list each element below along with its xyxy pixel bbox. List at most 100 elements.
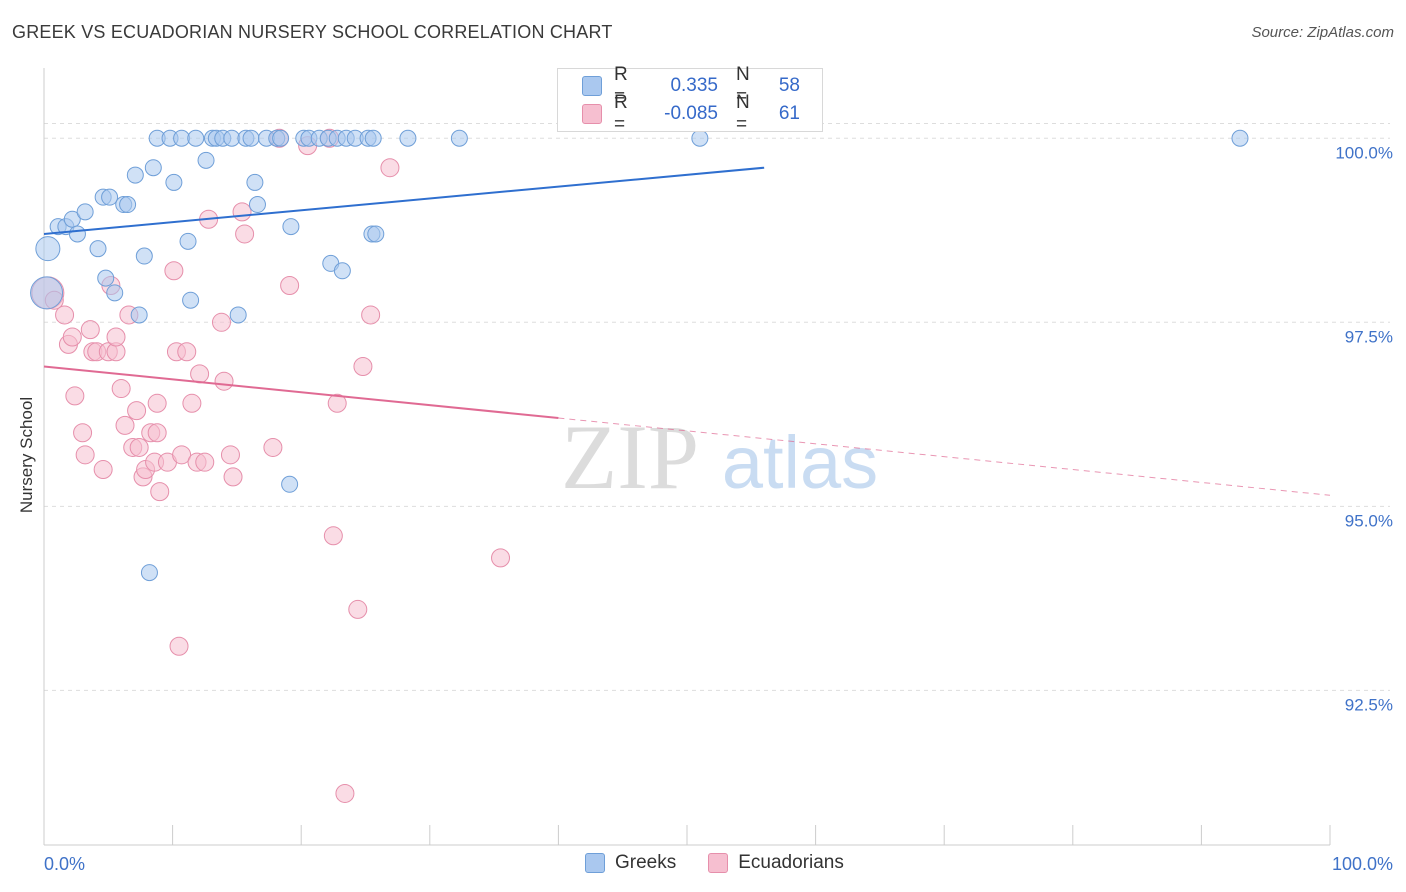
ecuadorians-swatch [708, 853, 729, 873]
greeks-point [1231, 129, 1249, 147]
y-tick-label: 100.0% [1335, 143, 1393, 162]
greeks-point [197, 151, 215, 169]
x-tick-label: 100.0% [1332, 854, 1393, 874]
greeks-point [30, 276, 64, 310]
greeks-point [144, 159, 162, 177]
greeks-point [106, 284, 124, 302]
greeks-point [126, 166, 144, 184]
x-tick-label: 0.0% [44, 854, 85, 874]
greeks-point [333, 262, 351, 280]
ecuadorians-point [127, 401, 147, 421]
ecuadorians-point [129, 437, 149, 457]
greeks-point [130, 306, 148, 324]
greeks-point [173, 129, 191, 147]
watermark: ZIP atlas [561, 406, 878, 508]
ecuadorians-point [348, 599, 368, 619]
n-value: 61 [778, 103, 800, 124]
greeks-point [450, 129, 468, 147]
ecuadorians-point [323, 526, 343, 546]
ecuadorians-point [195, 452, 215, 472]
greeks-point [281, 475, 299, 493]
greeks-point [282, 218, 300, 236]
ecuadorians-point [62, 327, 82, 347]
ecuadorians-point [263, 437, 283, 457]
bottom-legend: Greeks Ecuadorians [585, 852, 876, 874]
greeks-point [97, 269, 115, 287]
ecuadorians-point [177, 342, 197, 362]
legend-item-greeks: Greeks [585, 852, 676, 874]
greeks-swatch [585, 853, 605, 873]
ecuadorians-point [73, 423, 93, 443]
greeks-point [140, 564, 158, 582]
ecuadorians-point [182, 393, 202, 413]
ecuadorians-point [172, 445, 192, 465]
ecuadorians-point [190, 364, 210, 384]
watermark-zip: ZIP [561, 406, 699, 508]
r-value: 0.335 [670, 75, 718, 96]
watermark-atlas: atlas [722, 421, 878, 504]
ecuadorians-point [65, 386, 85, 406]
ecuadorians-point [55, 305, 75, 325]
ecuadorians-point [353, 356, 373, 376]
ecuadorians-point [93, 460, 113, 480]
y-tick-label: 97.5% [1345, 327, 1393, 346]
ecuadorians-point [280, 275, 300, 295]
ecuadorians-point [214, 371, 234, 391]
tick-labels: 92.5% 95.0% 97.5% 100.0% 0.0% 100.0% [44, 143, 1393, 874]
greeks-point [35, 236, 61, 262]
n-label: N = [736, 92, 750, 135]
greeks-point [242, 129, 260, 147]
greeks-point [135, 247, 153, 265]
greeks-point [119, 196, 137, 214]
ecuadorians-trend-line [43, 365, 559, 420]
ecuadorians-point [111, 379, 131, 399]
ecuadorians-point [169, 636, 189, 656]
ecuadorians-swatch [582, 104, 602, 124]
ecuadorians-point [75, 445, 95, 465]
greeks-point [187, 129, 205, 147]
greeks-point [248, 196, 266, 214]
axes [43, 68, 1331, 846]
ecuadorians-point [147, 393, 167, 413]
greeks-point [179, 232, 197, 250]
r-label: R = [614, 92, 628, 135]
greeks-point [223, 129, 241, 147]
ecuadorians-points [31, 128, 511, 803]
greeks-point [165, 173, 183, 191]
ecuadorians-point [223, 467, 243, 487]
greeks-swatch [582, 76, 602, 96]
greeks-point [399, 129, 417, 147]
legend-label-greeks: Greeks [615, 852, 677, 873]
greeks-point [68, 225, 86, 243]
ecuadorians-point [164, 261, 184, 281]
ecuadorians-point [106, 327, 126, 347]
greeks-point [272, 129, 290, 147]
y-tick-label: 95.0% [1345, 511, 1393, 530]
greeks-point [364, 129, 382, 147]
r-value: -0.085 [664, 103, 718, 124]
ecuadorians-point [211, 312, 231, 332]
ecuadorians-point [115, 415, 135, 435]
greeks-trend-line [43, 166, 765, 235]
greeks-point [367, 225, 385, 243]
trend-lines [43, 166, 1331, 496]
legend-label-ecuadorians: Ecuadorians [738, 852, 844, 873]
legend-item-ecuadorians: Ecuadorians [708, 852, 844, 874]
ecuadorians-point [380, 158, 400, 178]
greeks-points [30, 129, 1249, 582]
n-label: N = [736, 64, 750, 107]
ecuadorians-point [232, 202, 252, 222]
ecuadorians-point [80, 320, 100, 340]
ecuadorians-point [150, 482, 170, 502]
ecuadorians-point [147, 423, 167, 443]
greeks-point [229, 306, 247, 324]
greeks-point [101, 188, 119, 206]
source-label: Source: ZipAtlas.com [1251, 24, 1394, 41]
chart-title: GREEK VS ECUADORIAN NURSERY SCHOOL CORRE… [12, 22, 613, 42]
n-value: 58 [778, 75, 800, 96]
y-tick-label: 92.5% [1345, 695, 1393, 714]
greeks-point [76, 203, 94, 221]
ecuadorians-point [491, 548, 511, 568]
ecuadorians-point [235, 224, 255, 244]
